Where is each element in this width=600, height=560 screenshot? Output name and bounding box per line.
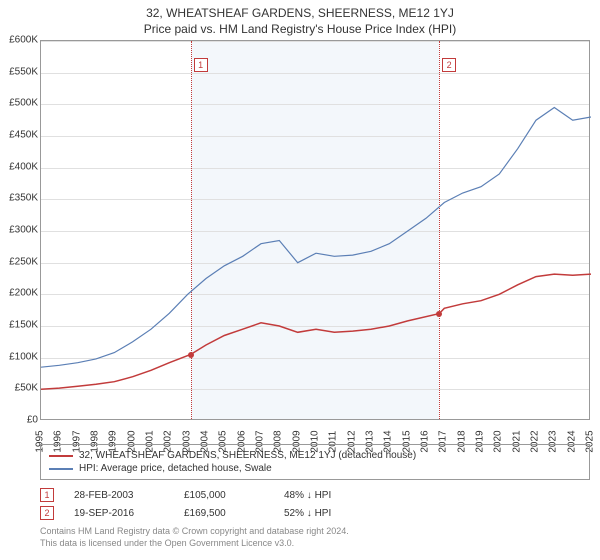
event-marker-on-chart: 1 [194,58,208,72]
legend-label-hpi: HPI: Average price, detached house, Swal… [79,463,272,474]
event-row-2: 2 19-SEP-2016 £169,500 52% ↓ HPI [40,504,590,522]
event-marker-1: 1 [40,488,54,502]
event-marker-2: 2 [40,506,54,520]
attribution-line1: Contains HM Land Registry data © Crown c… [40,526,590,538]
legend-box: 32, WHEATSHEAF GARDENS, SHEERNESS, ME12 … [40,444,590,480]
y-tick-label: £150K [9,320,38,331]
y-tick-label: £500K [9,98,38,109]
legend-region: 32, WHEATSHEAF GARDENS, SHEERNESS, ME12 … [40,444,590,549]
y-tick-label: £300K [9,225,38,236]
y-tick-label: £200K [9,288,38,299]
event-date-2: 19-SEP-2016 [74,508,164,519]
event-price-2: £169,500 [184,508,264,519]
legend-swatch-property [49,455,73,457]
legend-item-hpi: HPI: Average price, detached house, Swal… [49,462,581,475]
event-date-1: 28-FEB-2003 [74,490,164,501]
y-tick-label: £450K [9,130,38,141]
y-tick-label: £350K [9,193,38,204]
legend-label-property: 32, WHEATSHEAF GARDENS, SHEERNESS, ME12 … [79,450,416,461]
legend-item-property: 32, WHEATSHEAF GARDENS, SHEERNESS, ME12 … [49,449,581,462]
event-marker-on-chart: 2 [442,58,456,72]
event-price-1: £105,000 [184,490,264,501]
events-table: 1 28-FEB-2003 £105,000 48% ↓ HPI 2 19-SE… [40,486,590,522]
attribution-line2: This data is licensed under the Open Gov… [40,538,590,550]
y-tick-label: £550K [9,66,38,77]
plot-area [40,40,590,420]
event-pct-1: 48% ↓ HPI [284,490,331,501]
y-tick-label: £250K [9,256,38,267]
y-tick-label: £0 [27,415,38,426]
chart-region: £0£50K£100K£150K£200K£250K£300K£350K£400… [40,40,590,420]
y-tick-label: £400K [9,161,38,172]
chart-container: 32, WHEATSHEAF GARDENS, SHEERNESS, ME12 … [0,0,600,560]
legend-swatch-hpi [49,468,73,470]
event-pct-2: 52% ↓ HPI [284,508,331,519]
attribution: Contains HM Land Registry data © Crown c… [40,526,590,549]
line-series [41,41,591,421]
chart-title: 32, WHEATSHEAF GARDENS, SHEERNESS, ME12 … [0,0,600,20]
y-tick-label: £50K [15,383,38,394]
y-tick-label: £600K [9,35,38,46]
event-row-1: 1 28-FEB-2003 £105,000 48% ↓ HPI [40,486,590,504]
chart-subtitle: Price paid vs. HM Land Registry's House … [0,20,600,36]
y-tick-label: £100K [9,351,38,362]
